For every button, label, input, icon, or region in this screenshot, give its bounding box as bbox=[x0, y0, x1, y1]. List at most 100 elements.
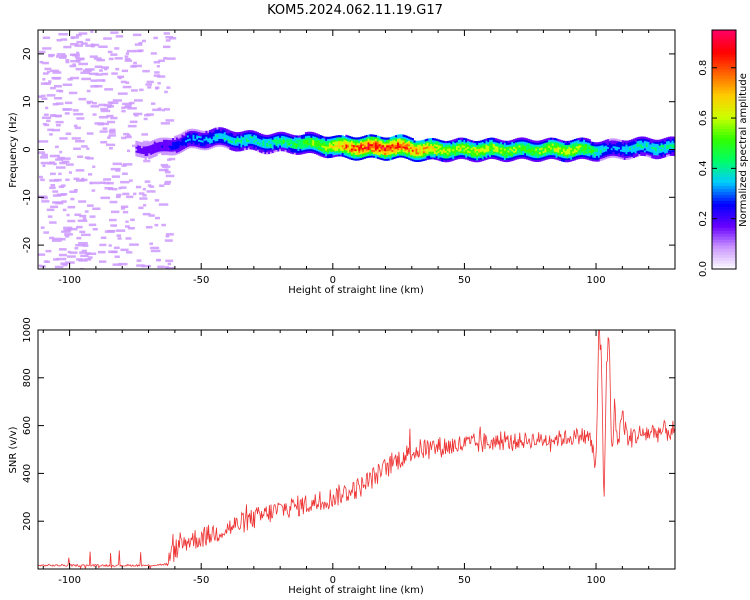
heatmap-cell bbox=[209, 145, 212, 148]
heatmap-cell bbox=[494, 141, 497, 145]
heatmap-cell bbox=[363, 150, 366, 154]
heatmap-cell bbox=[378, 145, 381, 148]
heatmap-cell bbox=[157, 143, 160, 147]
heatmap-cell bbox=[72, 53, 78, 57]
heatmap-cell bbox=[351, 157, 354, 160]
heatmap-cell bbox=[299, 150, 302, 153]
heatmap-cell bbox=[116, 193, 122, 197]
heatmap-cell bbox=[144, 155, 147, 158]
heatmap-cell bbox=[467, 144, 470, 147]
heatmap-cell bbox=[664, 149, 667, 152]
heatmap-cell bbox=[573, 141, 576, 144]
heatmap-cell bbox=[461, 152, 464, 156]
heatmap-cell bbox=[561, 142, 564, 145]
heatmap-cell bbox=[588, 146, 591, 149]
heatmap-cell bbox=[242, 135, 245, 138]
colorbar-segment bbox=[712, 95, 736, 100]
heatmap-cell bbox=[218, 129, 221, 132]
heatmap-cell bbox=[561, 157, 564, 160]
colorbar-segment bbox=[712, 206, 736, 210]
heatmap-cell bbox=[198, 141, 201, 144]
heatmap-cell bbox=[61, 200, 67, 203]
heatmap-cell bbox=[146, 80, 154, 84]
heatmap-cell bbox=[496, 140, 499, 143]
heatmap-cell bbox=[419, 157, 422, 160]
heatmap-cell bbox=[341, 141, 344, 144]
heatmap-cell bbox=[673, 144, 675, 147]
heatmap-cell bbox=[292, 150, 295, 153]
heatmap-cell bbox=[157, 149, 160, 152]
heatmap-cell bbox=[542, 149, 545, 152]
heatmap-cell bbox=[612, 140, 615, 143]
heatmap-cell bbox=[321, 143, 324, 146]
heatmap-cell bbox=[234, 137, 237, 140]
heatmap-cell bbox=[620, 153, 623, 156]
heatmap-cell bbox=[42, 78, 46, 81]
heatmap-cell bbox=[656, 149, 659, 152]
colorbar-segment bbox=[712, 152, 736, 157]
heatmap-cell bbox=[257, 134, 260, 137]
heatmap-cell bbox=[456, 157, 459, 160]
heatmap-cell bbox=[150, 142, 153, 146]
heatmap-cell bbox=[187, 133, 190, 136]
heatmap-cell bbox=[332, 155, 335, 158]
heatmap-cell bbox=[655, 149, 658, 152]
heatmap-cell bbox=[557, 142, 560, 145]
heatmap-cell bbox=[351, 144, 354, 147]
heatmap-cell bbox=[360, 155, 363, 159]
heatmap-cell bbox=[338, 140, 341, 143]
heatmap-cell bbox=[336, 152, 339, 155]
heatmap-cell bbox=[640, 140, 643, 143]
heatmap-cell bbox=[137, 154, 140, 157]
colorbar-label: Normalized spectral amplitude bbox=[738, 73, 749, 227]
heatmap-cell bbox=[631, 145, 634, 148]
heatmap-cell bbox=[150, 141, 153, 144]
heatmap-cell bbox=[170, 149, 173, 152]
heatmap-cell bbox=[99, 260, 107, 263]
heatmap-cell bbox=[231, 135, 234, 138]
heatmap-cell bbox=[157, 142, 160, 145]
heatmap-cell bbox=[658, 145, 661, 148]
heatmap-cell bbox=[404, 140, 407, 144]
heatmap-cell bbox=[247, 132, 250, 135]
heatmap-cell bbox=[89, 72, 99, 76]
heatmap-cell bbox=[249, 143, 252, 146]
heatmap-cell bbox=[461, 156, 464, 159]
heatmap-cell bbox=[546, 155, 549, 158]
heatmap-cell bbox=[599, 158, 602, 162]
colorbar-segment bbox=[712, 116, 736, 121]
heatmap-cell bbox=[667, 148, 670, 151]
heatmap-cell bbox=[245, 147, 248, 150]
heatmap-cell bbox=[319, 142, 322, 145]
heatmap-cell bbox=[463, 141, 466, 144]
heatmap-cell bbox=[518, 149, 521, 152]
heatmap-cell bbox=[181, 147, 184, 151]
heatmap-cell bbox=[629, 149, 632, 152]
heatmap-cell bbox=[104, 187, 113, 190]
heatmap-cell bbox=[327, 154, 330, 157]
heatmap-cell bbox=[312, 151, 315, 154]
heatmap-cell bbox=[651, 142, 654, 146]
heatmap-cell bbox=[110, 224, 117, 227]
heatmap-cell bbox=[620, 155, 623, 158]
heatmap-cell bbox=[194, 146, 197, 149]
heatmap-cell bbox=[561, 147, 564, 151]
heatmap-cell bbox=[406, 143, 409, 146]
heatmap-cell bbox=[207, 134, 210, 137]
heatmap-cell bbox=[561, 149, 564, 152]
heatmap-cell bbox=[478, 142, 481, 145]
heatmap-cell bbox=[255, 141, 258, 144]
heatmap-cell bbox=[384, 143, 387, 146]
heatmap-cell bbox=[433, 151, 436, 154]
heatmap-cell bbox=[585, 153, 588, 156]
heatmap-cell bbox=[625, 155, 628, 158]
heatmap-cell bbox=[139, 151, 142, 154]
heatmap-cell bbox=[175, 146, 178, 149]
heatmap-cell bbox=[408, 150, 411, 153]
heatmap-cell bbox=[586, 144, 589, 147]
heatmap-cell bbox=[81, 249, 87, 253]
heatmap-cell bbox=[413, 151, 416, 155]
heatmap-cell bbox=[135, 144, 138, 147]
heatmap-cell bbox=[174, 143, 177, 146]
heatmap-cell bbox=[336, 154, 339, 157]
